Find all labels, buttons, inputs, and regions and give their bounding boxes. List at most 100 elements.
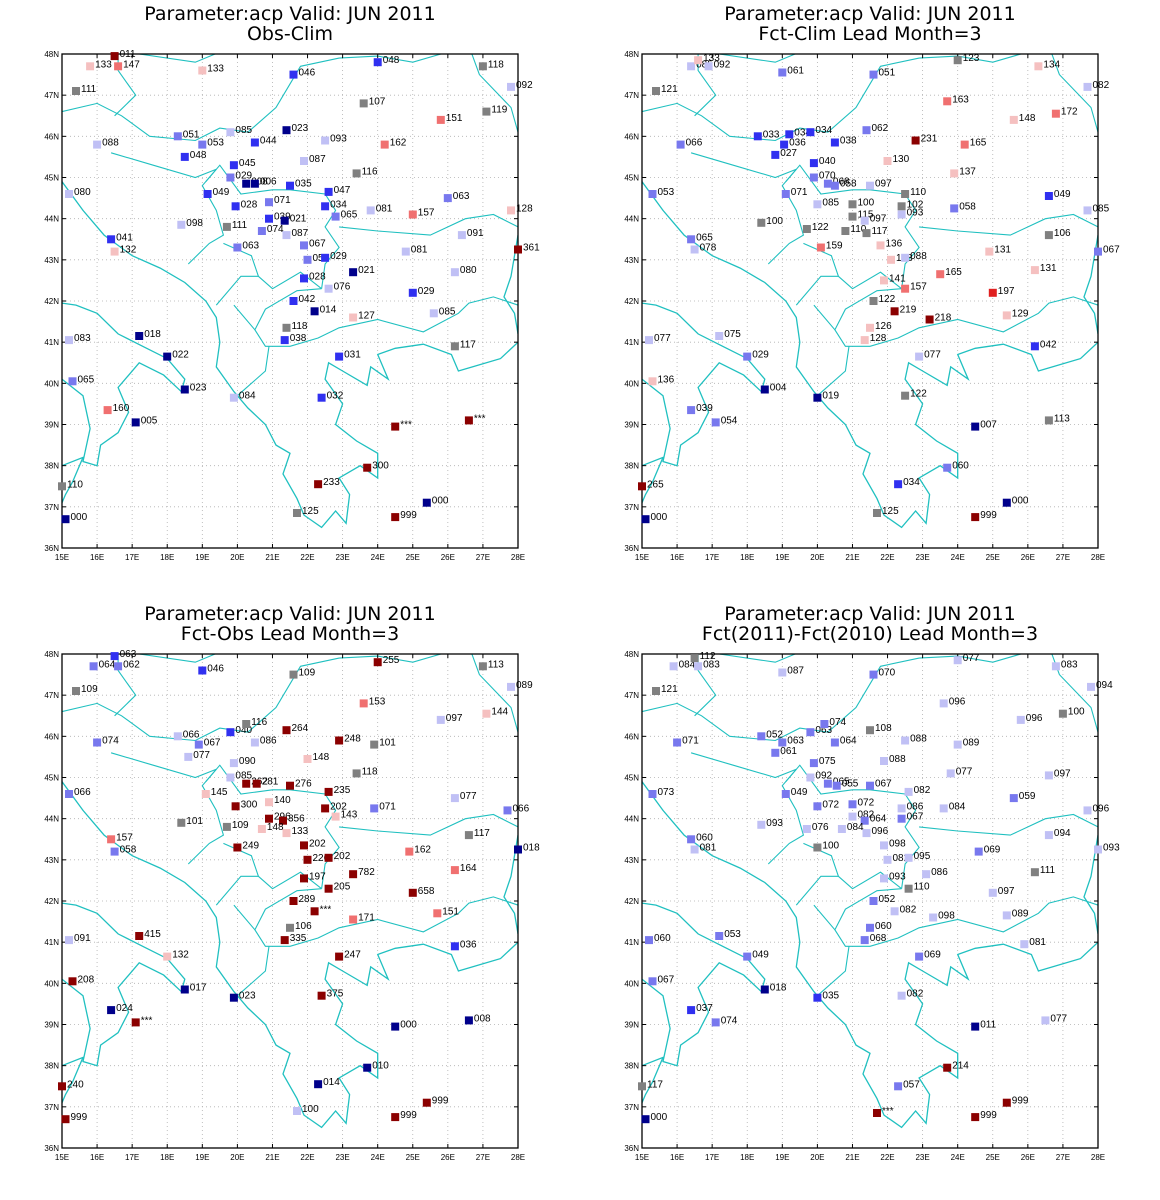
station-value: 066 bbox=[183, 729, 200, 740]
station-marker bbox=[198, 666, 207, 675]
station-value: 063 bbox=[120, 649, 137, 660]
stations: 011 133 147 111 133 046 048 118 092 107 119 151 088 0… bbox=[58, 49, 540, 524]
station-value: 070 bbox=[879, 668, 896, 679]
station-marker bbox=[93, 140, 102, 149]
station-marker bbox=[841, 227, 850, 235]
station-value: 089 bbox=[516, 680, 533, 691]
station-marker bbox=[876, 241, 885, 250]
station-value: 097 bbox=[446, 713, 463, 724]
station-value: 113 bbox=[1054, 413, 1070, 424]
station-value: 034 bbox=[794, 127, 811, 138]
station-value: 136 bbox=[658, 374, 675, 385]
station-value: 021 bbox=[290, 214, 307, 225]
station-marker bbox=[282, 726, 291, 735]
station-value: 415 bbox=[144, 929, 161, 940]
station-value: 053 bbox=[724, 929, 741, 940]
station-value: 074 bbox=[721, 1015, 738, 1026]
station-value: 202 bbox=[330, 801, 347, 812]
station-value: 042 bbox=[1040, 339, 1057, 350]
lon-tick-label: 25E bbox=[406, 553, 420, 562]
grid-lines bbox=[642, 54, 1098, 548]
lon-tick-label: 15E bbox=[635, 553, 649, 562]
station-value: 143 bbox=[341, 810, 358, 821]
station-value: 084 bbox=[679, 659, 696, 670]
station-value: 107 bbox=[369, 96, 386, 107]
station-marker bbox=[711, 1018, 720, 1027]
station-marker bbox=[778, 68, 787, 77]
station-value: 129 bbox=[1012, 308, 1029, 319]
station-marker bbox=[669, 662, 678, 671]
station-marker bbox=[464, 416, 473, 425]
station-value: 110 bbox=[67, 479, 83, 490]
station-value: 126 bbox=[875, 321, 892, 332]
station-marker bbox=[743, 352, 752, 361]
station-value: 076 bbox=[334, 282, 351, 293]
lat-tick-label: 42N bbox=[624, 897, 639, 906]
station-marker bbox=[873, 509, 881, 517]
station-marker bbox=[250, 138, 259, 147]
station-value: 110 bbox=[914, 882, 930, 893]
station-marker bbox=[107, 235, 116, 244]
station-map: 15E 16E 17E 18E 19E 20E 21E 22E 23E 24E 25E 26E 27E 2… bbox=[44, 49, 540, 562]
station-marker bbox=[317, 991, 326, 1000]
station-marker bbox=[478, 62, 487, 71]
station-marker bbox=[901, 736, 910, 745]
station-marker bbox=[180, 985, 189, 994]
lat-tick-label: 47N bbox=[624, 691, 639, 700]
station-marker bbox=[929, 913, 938, 922]
lon-tick-label: 26E bbox=[1021, 553, 1035, 562]
panel-subtitle: Obs-Clim bbox=[246, 23, 334, 45]
station-value: 122 bbox=[812, 222, 829, 233]
station-value: 255 bbox=[383, 655, 400, 666]
station-value: 067 bbox=[907, 812, 924, 823]
station-marker bbox=[880, 841, 888, 850]
station-marker bbox=[869, 897, 878, 905]
station-value: 000 bbox=[651, 1112, 668, 1123]
station-value: 014 bbox=[323, 1077, 340, 1088]
station-value: *** bbox=[882, 1106, 894, 1117]
station-marker bbox=[778, 738, 787, 747]
station-value: 000 bbox=[651, 512, 668, 523]
station-marker bbox=[310, 907, 319, 916]
station-value: 064 bbox=[840, 736, 857, 747]
lat-tick-label: 41N bbox=[624, 338, 639, 347]
panel-fct-clim: Parameter:acp Valid: JUN 2011 Fct-Clim L… bbox=[580, 0, 1160, 600]
station-marker bbox=[370, 804, 379, 813]
station-marker bbox=[242, 179, 251, 188]
lat-tick-label: 39N bbox=[44, 1021, 59, 1030]
station-value: 047 bbox=[334, 185, 351, 196]
station-value: 089 bbox=[963, 738, 980, 749]
station-value: 080 bbox=[460, 265, 477, 276]
station-value: 085 bbox=[1093, 203, 1110, 214]
station-marker bbox=[107, 835, 116, 844]
station-value: 131 bbox=[1040, 263, 1057, 274]
station-value: 096 bbox=[1093, 803, 1110, 814]
station-value: 028 bbox=[309, 271, 326, 282]
station-marker bbox=[648, 977, 657, 986]
station-value: 074 bbox=[102, 736, 119, 747]
station-value: 133 bbox=[95, 59, 112, 70]
station-marker bbox=[778, 668, 787, 677]
station-value: 999 bbox=[71, 1112, 88, 1123]
station-marker bbox=[300, 841, 308, 850]
lat-tick-label: 45N bbox=[44, 174, 59, 183]
station-marker bbox=[687, 235, 696, 244]
station-marker bbox=[233, 843, 242, 852]
station-marker bbox=[939, 804, 948, 813]
station-marker bbox=[282, 323, 291, 332]
station-marker bbox=[72, 87, 80, 95]
station-marker bbox=[687, 406, 696, 415]
station-marker bbox=[349, 870, 358, 879]
station-value: 088 bbox=[910, 251, 927, 262]
panel-title: Parameter:acp Valid: JUN 2011 bbox=[724, 603, 1016, 625]
station-value: 159 bbox=[826, 241, 843, 252]
station-marker bbox=[848, 812, 857, 821]
station-value: 067 bbox=[204, 738, 221, 749]
station-marker bbox=[866, 923, 874, 932]
station-marker bbox=[690, 654, 699, 663]
station-value: 202 bbox=[309, 838, 326, 849]
station-marker bbox=[638, 1082, 646, 1091]
station-marker bbox=[250, 738, 259, 747]
station-marker bbox=[103, 406, 112, 415]
station-value: 084 bbox=[239, 391, 256, 402]
